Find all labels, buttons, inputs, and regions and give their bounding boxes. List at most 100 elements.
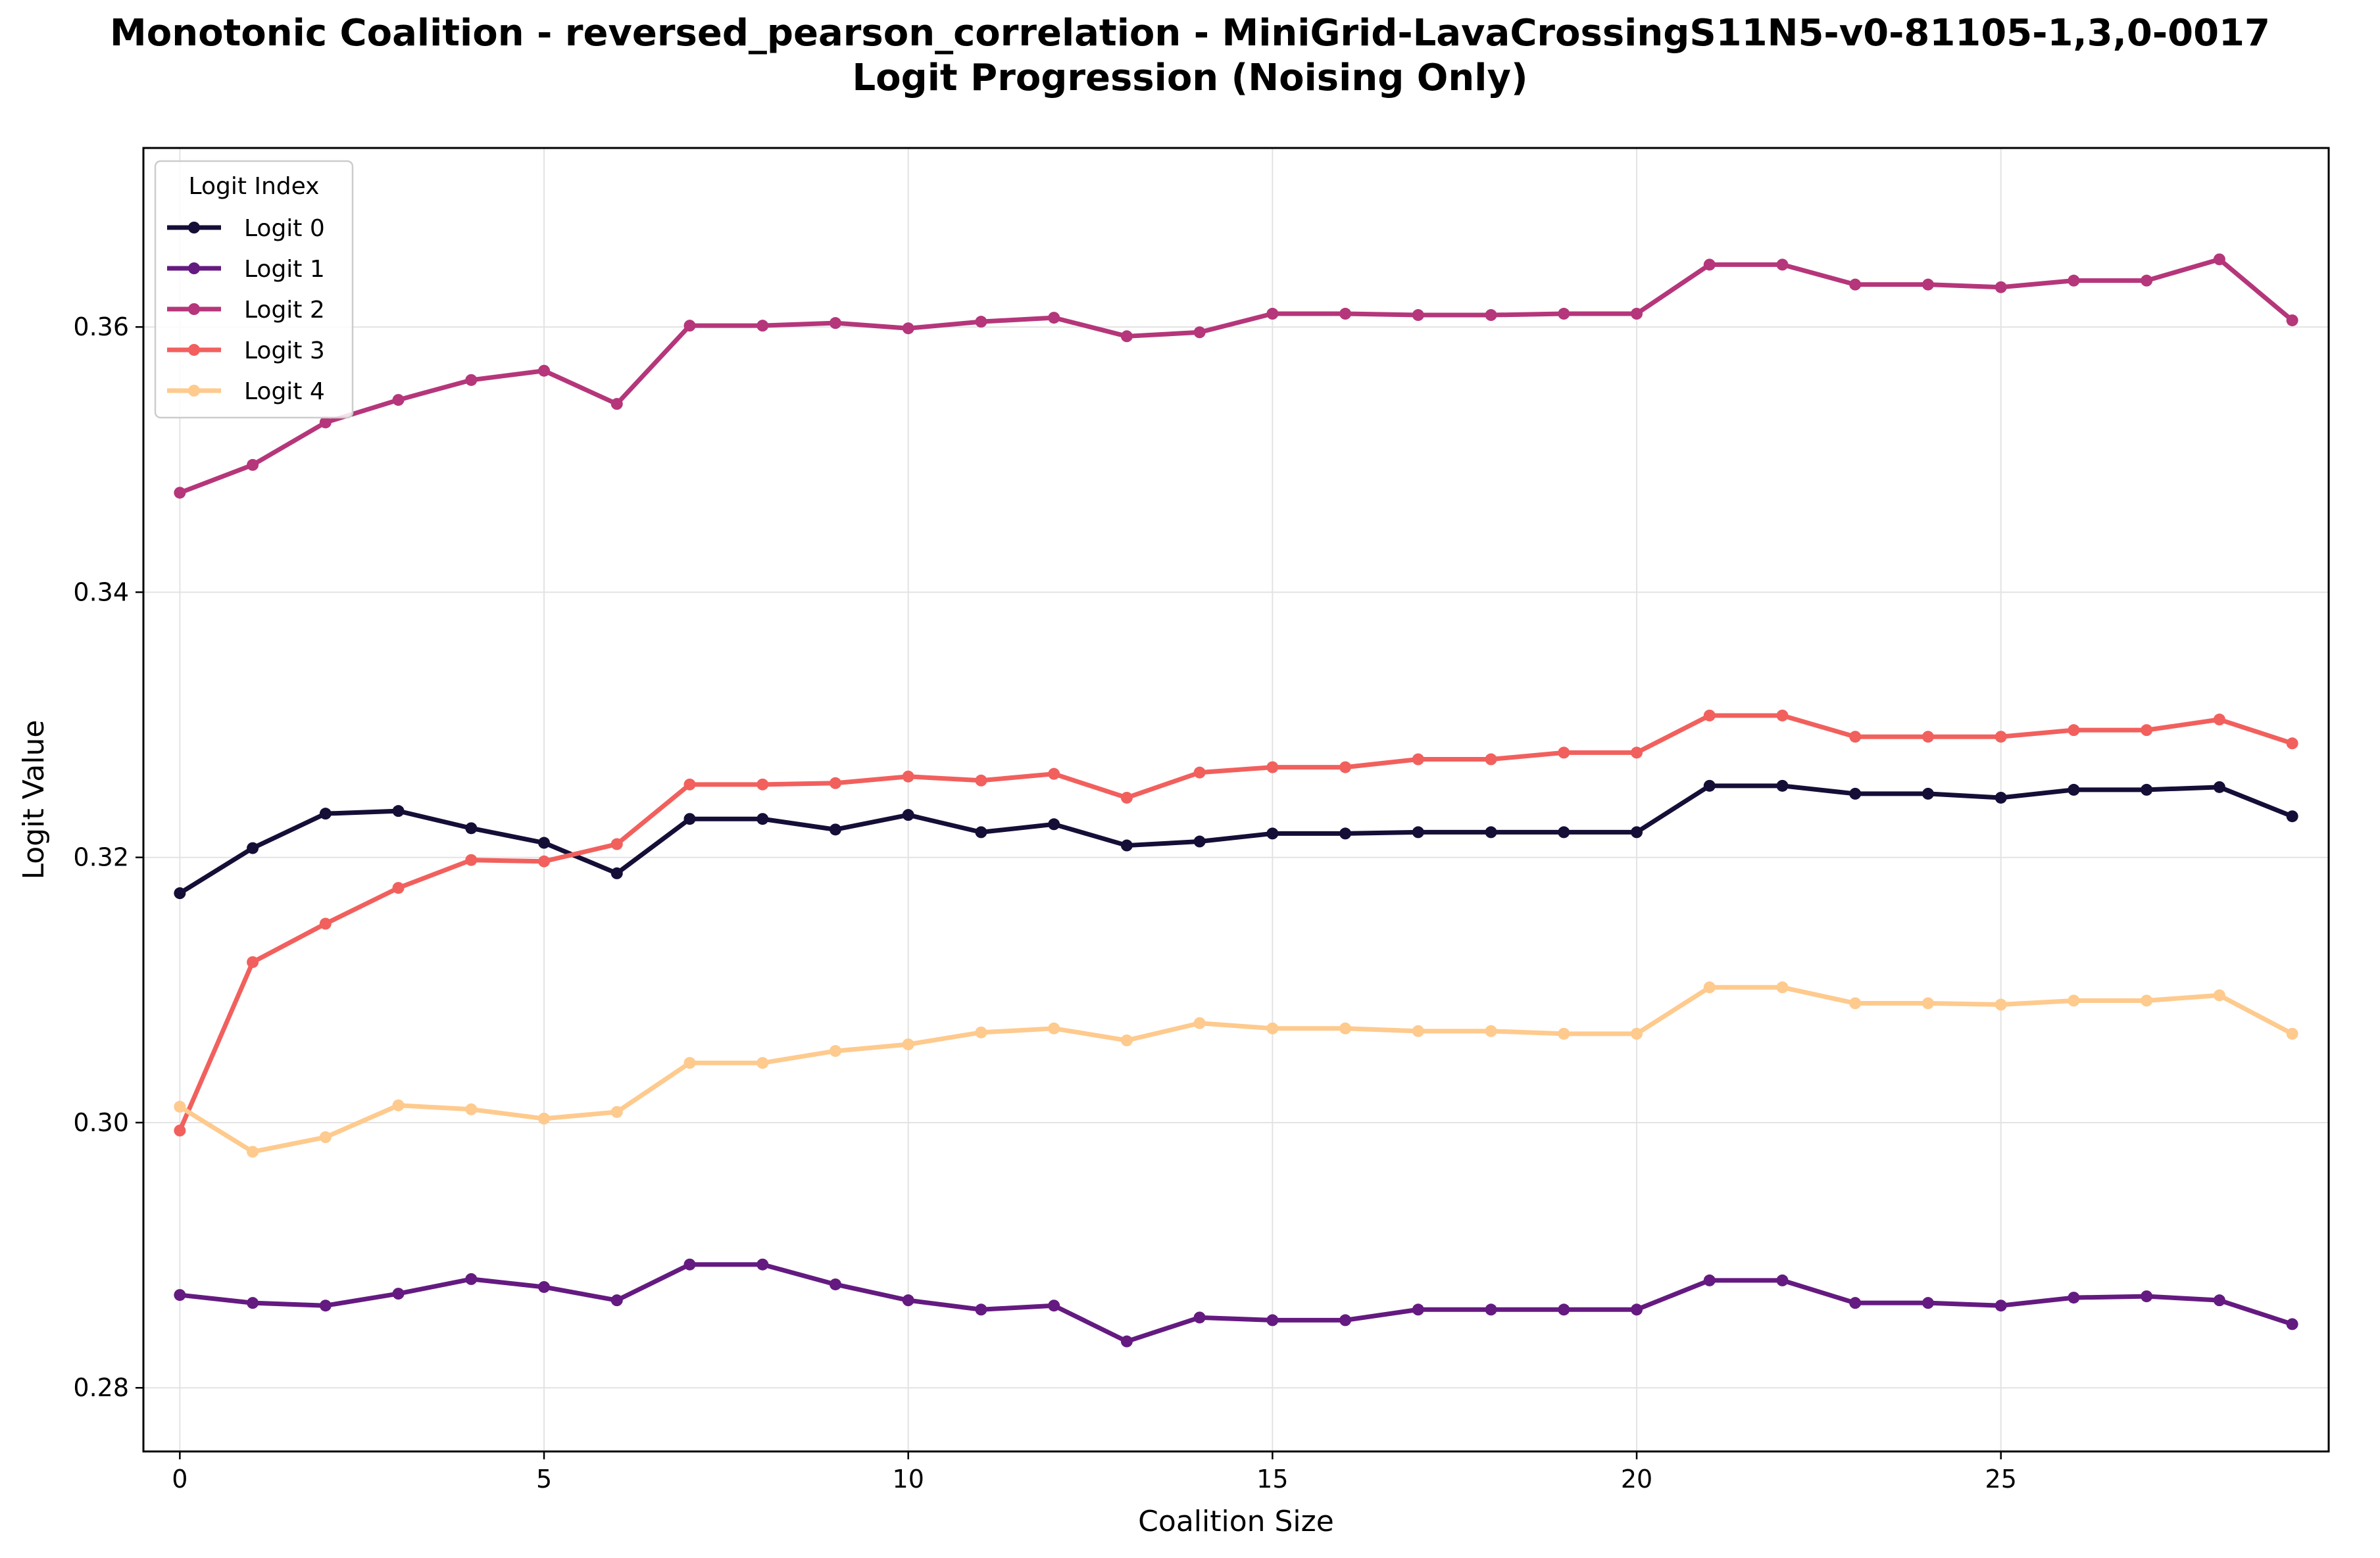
series-layer [174, 253, 2298, 1348]
data-point [1048, 1300, 1060, 1312]
data-point [2213, 253, 2225, 266]
data-point [1703, 1274, 1716, 1286]
data-point [2286, 810, 2298, 823]
data-point [1703, 981, 1716, 994]
data-point [1412, 1303, 1424, 1316]
data-point [538, 1112, 551, 1125]
data-point [2213, 1294, 2225, 1307]
data-point [392, 882, 405, 894]
data-point [392, 1099, 405, 1111]
axes: 0 5 10 15 20 25 0.28 0.30 0.32 0.34 0.36 [73, 312, 2016, 1494]
series-logit-3 [174, 709, 2298, 1137]
data-point [1849, 787, 1862, 800]
data-point [1339, 308, 1352, 320]
data-point [392, 1288, 405, 1300]
data-point [902, 770, 914, 783]
data-point [975, 774, 987, 787]
data-point [319, 416, 332, 429]
data-point [1120, 330, 1133, 343]
data-point [1631, 308, 1643, 320]
data-point [610, 1294, 623, 1307]
data-point [1849, 1297, 1862, 1309]
x-tick-label: 10 [893, 1465, 924, 1494]
y-axis-label: Logit Value [17, 720, 51, 880]
legend-entry-label: Logit 1 [244, 256, 325, 283]
data-point [2141, 783, 2153, 796]
data-point [1048, 1022, 1060, 1035]
data-point [1193, 1017, 1206, 1029]
data-point [465, 854, 478, 866]
data-point [2286, 314, 2298, 327]
data-point [1558, 746, 1570, 759]
data-point [247, 458, 259, 471]
data-point [829, 1278, 841, 1290]
data-point [1485, 1025, 1497, 1037]
data-point [1703, 709, 1716, 721]
data-point [1048, 818, 1060, 831]
series-line [177, 1262, 2295, 1344]
series-logit-0 [174, 779, 2298, 900]
data-point [610, 838, 623, 850]
data-point [1412, 826, 1424, 839]
data-point [174, 487, 186, 499]
data-point [1120, 1034, 1133, 1046]
y-tick-label: 0.28 [73, 1373, 129, 1402]
data-point [1193, 1311, 1206, 1324]
data-point [247, 1297, 259, 1309]
legend-swatch-marker [188, 385, 200, 397]
data-point [902, 322, 914, 335]
data-point [247, 842, 259, 854]
data-point [465, 822, 478, 835]
grid [143, 148, 2329, 1451]
plot-frame [142, 147, 2330, 1453]
data-point [756, 1258, 769, 1271]
data-point [1266, 827, 1279, 840]
data-point [1631, 1303, 1643, 1316]
data-point [2141, 1290, 2153, 1303]
data-point [756, 1057, 769, 1069]
data-point [538, 1280, 551, 1293]
data-point [1339, 1314, 1352, 1327]
data-point [1266, 1022, 1279, 1035]
data-point [1849, 278, 1862, 291]
data-point [319, 808, 332, 820]
x-tick-label: 15 [1256, 1465, 1288, 1494]
data-point [1631, 826, 1643, 839]
data-point [319, 917, 332, 930]
data-point [1412, 1025, 1424, 1037]
data-point [975, 316, 987, 328]
data-point [1120, 1335, 1133, 1348]
data-point [1631, 1027, 1643, 1040]
data-point [1558, 308, 1570, 320]
data-point [392, 805, 405, 817]
x-axis-label: Coalition Size [1138, 1505, 1334, 1538]
data-point [1995, 281, 2007, 293]
x-tick-label: 5 [536, 1465, 552, 1494]
data-point [829, 1045, 841, 1058]
data-point [1193, 326, 1206, 339]
data-point [2068, 724, 2080, 737]
data-point [610, 867, 623, 879]
data-point [538, 837, 551, 849]
data-point [2213, 714, 2225, 726]
data-point [1558, 1303, 1570, 1316]
series-line [177, 713, 2295, 1133]
data-point [1485, 826, 1497, 839]
legend-entry-label: Logit 0 [244, 215, 325, 242]
data-point [610, 1106, 623, 1118]
data-point [2068, 274, 2080, 287]
data-point [975, 826, 987, 839]
data-point [975, 1303, 987, 1316]
data-point [1485, 753, 1497, 766]
legend-swatch-marker [188, 222, 200, 233]
series-line [177, 985, 2295, 1154]
data-point [1921, 278, 1934, 291]
data-point [319, 1300, 332, 1312]
data-point [1412, 753, 1424, 766]
data-point [538, 364, 551, 377]
data-point [1339, 1022, 1352, 1035]
data-point [1849, 731, 1862, 743]
data-point [902, 809, 914, 821]
data-point [174, 887, 186, 900]
x-tick-label: 0 [172, 1465, 187, 1494]
